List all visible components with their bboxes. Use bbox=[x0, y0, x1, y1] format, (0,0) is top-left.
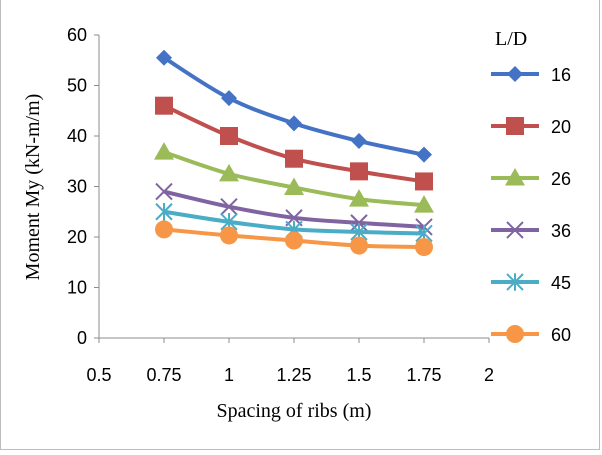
legend-marker bbox=[506, 273, 524, 291]
legend-label: 36 bbox=[551, 221, 571, 241]
y-axis-ticks: 0 10 20 30 40 50 60 bbox=[67, 25, 99, 348]
data-point bbox=[349, 189, 369, 207]
series-line bbox=[162, 56, 425, 157]
data-point bbox=[155, 202, 173, 221]
data-point bbox=[154, 142, 174, 160]
x-tick-label: 1 bbox=[224, 365, 234, 385]
y-tick-label: 40 bbox=[67, 126, 87, 146]
legend-item-60: 60 bbox=[491, 325, 571, 345]
legend-marker bbox=[506, 117, 524, 135]
x-tick-label: 0.5 bbox=[86, 365, 111, 385]
data-point bbox=[156, 49, 172, 66]
y-tick-label: 30 bbox=[67, 177, 87, 197]
series-16 bbox=[156, 49, 432, 163]
data-point bbox=[286, 115, 302, 132]
data-point bbox=[219, 163, 239, 182]
data-point bbox=[415, 172, 433, 191]
series-60 bbox=[155, 220, 433, 257]
y-tick-label: 20 bbox=[67, 227, 87, 247]
data-point bbox=[220, 127, 238, 145]
legend-marker bbox=[507, 66, 523, 82]
legend-marker bbox=[505, 168, 525, 186]
y-tick-label: 50 bbox=[67, 76, 87, 96]
y-tick-label: 0 bbox=[77, 328, 87, 348]
legend-item-45: 45 bbox=[491, 273, 571, 293]
data-point bbox=[414, 195, 434, 213]
data-point bbox=[350, 236, 368, 255]
data-point bbox=[220, 226, 238, 245]
series-layer bbox=[154, 49, 434, 257]
data-point bbox=[155, 182, 173, 201]
data-point bbox=[221, 90, 237, 107]
data-point bbox=[285, 149, 303, 168]
series-26 bbox=[154, 142, 434, 213]
legend-item-16: 16 bbox=[491, 65, 571, 85]
series-20 bbox=[155, 96, 433, 191]
data-point bbox=[220, 197, 238, 216]
legend-marker bbox=[506, 325, 524, 343]
series-45 bbox=[155, 202, 433, 243]
x-tick-label: 2 bbox=[484, 365, 494, 385]
x-tick-label: 1.75 bbox=[406, 365, 441, 385]
data-point bbox=[285, 231, 303, 250]
data-point bbox=[350, 162, 368, 181]
data-point bbox=[350, 214, 368, 232]
legend-title: L/D bbox=[495, 28, 527, 50]
legend-label: 60 bbox=[551, 325, 571, 345]
x-tick-label: 1.5 bbox=[346, 365, 371, 385]
data-point bbox=[351, 133, 367, 150]
legend-label: 26 bbox=[551, 169, 571, 189]
x-tick-label: 0.75 bbox=[146, 365, 181, 385]
x-axis-title: Spacing of ribs (m) bbox=[217, 400, 372, 422]
x-tick-label: 1.25 bbox=[276, 365, 311, 385]
legend-label: 16 bbox=[551, 65, 571, 85]
legend-item-26: 26 bbox=[491, 168, 571, 189]
data-point bbox=[415, 238, 433, 257]
data-point bbox=[155, 220, 173, 239]
y-tick-label: 60 bbox=[67, 25, 87, 45]
legend-item-20: 20 bbox=[491, 117, 571, 137]
legend-item-36: 36 bbox=[491, 221, 571, 241]
data-point bbox=[284, 177, 304, 196]
x-axis-ticks: 0.5 0.75 1 1.25 1.5 1.75 2 bbox=[86, 338, 494, 385]
legend-label: 20 bbox=[551, 117, 571, 137]
legend: L/D 16 20 26 36 45 60 bbox=[491, 28, 571, 345]
y-axis-title: Moment My (kN-m/m) bbox=[22, 94, 44, 281]
legend-label: 45 bbox=[551, 273, 571, 293]
y-tick-label: 10 bbox=[67, 278, 87, 298]
legend-marker bbox=[506, 221, 524, 239]
data-point bbox=[416, 146, 432, 163]
data-point bbox=[155, 96, 173, 115]
